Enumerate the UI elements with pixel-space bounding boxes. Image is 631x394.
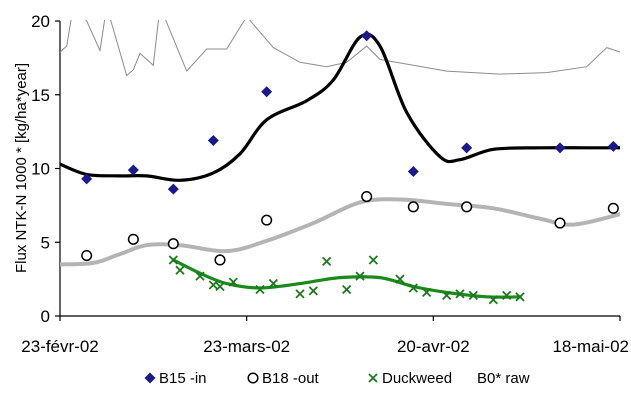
- trend-line: [60, 32, 620, 182]
- data-point: [554, 142, 566, 154]
- series-layer: [60, 20, 620, 305]
- x-tick-label: 20-avr-02: [397, 337, 470, 356]
- data-point: [408, 283, 418, 293]
- y-tick-label: 15: [31, 86, 50, 105]
- data-point: [295, 289, 305, 299]
- data-point: [207, 134, 219, 146]
- legend-label: B0* raw: [477, 370, 530, 387]
- data-point: [361, 30, 373, 42]
- data-point: [268, 278, 278, 289]
- legend-item: B18 -out: [247, 370, 320, 387]
- series-3: [60, 20, 620, 77]
- y-tick-label: 10: [31, 160, 50, 179]
- trend-line: [171, 258, 522, 299]
- series-4: [60, 32, 620, 182]
- data-point: [322, 256, 332, 267]
- series-5: [60, 197, 620, 267]
- data-point: [81, 173, 93, 185]
- data-point: [215, 281, 225, 292]
- series-0: [81, 30, 619, 195]
- legend-item: Duckweed: [368, 370, 452, 387]
- y-tick-label: 5: [41, 233, 50, 252]
- series-2: [168, 255, 525, 305]
- data-point: [488, 295, 498, 305]
- data-point: [127, 164, 139, 176]
- data-point: [502, 290, 512, 300]
- legend-item: B15 -in: [144, 370, 207, 387]
- data-point: [407, 165, 419, 177]
- trend-line: [60, 197, 620, 267]
- data-point: [214, 254, 226, 266]
- data-point: [355, 271, 365, 281]
- data-point: [515, 292, 525, 302]
- tick-labels: 0 5 10 15 20 23-févr-02 23-mars-02 20-avr-02 18-…: [21, 12, 629, 356]
- raw-line: [60, 20, 620, 77]
- data-point: [455, 289, 465, 299]
- series-1: [81, 190, 619, 266]
- legend-item: B0* raw: [462, 370, 530, 387]
- data-point: [81, 249, 93, 262]
- data-point: [554, 217, 566, 229]
- data-point: [422, 287, 432, 298]
- data-point: [127, 233, 139, 245]
- data-point: [461, 201, 473, 213]
- data-point: [228, 277, 238, 287]
- data-point: [395, 274, 405, 284]
- data-point: [261, 214, 273, 226]
- y-axis-title: Flux NTK-N 1000 * [kg/ha*year]: [13, 63, 30, 273]
- axes: [55, 20, 621, 321]
- data-point: [342, 284, 352, 295]
- data-point: [442, 290, 452, 300]
- data-point: [607, 202, 619, 214]
- data-point: [261, 86, 273, 98]
- data-point: [168, 255, 178, 265]
- data-point: [255, 284, 265, 295]
- data-point: [208, 280, 218, 290]
- y-tick-label: 0: [41, 307, 50, 326]
- data-point: [167, 238, 179, 250]
- data-point: [167, 183, 179, 195]
- series-6: [171, 258, 522, 299]
- x-tick-label: 18-mai-02: [552, 337, 629, 356]
- data-point: [175, 265, 185, 275]
- x-tick-label: 23-févr-02: [21, 337, 98, 356]
- legend-marker: [144, 372, 156, 384]
- data-point: [461, 142, 473, 154]
- legend: B15 -in B18 -out Duckweed B0* raw: [144, 370, 530, 387]
- legend-label: Duckweed: [382, 370, 452, 387]
- legend-label: B18 -out: [262, 370, 320, 387]
- x-tick-label: 23-mars-02: [203, 337, 290, 356]
- data-point: [607, 140, 619, 152]
- legend-marker: [247, 372, 259, 384]
- legend-marker: [368, 373, 378, 383]
- data-point: [195, 271, 205, 281]
- data-point: [468, 290, 478, 300]
- data-point: [308, 286, 318, 296]
- data-point: [407, 201, 419, 213]
- data-point: [368, 255, 378, 265]
- y-tick-label: 20: [31, 12, 50, 31]
- legend-label: B15 -in: [159, 370, 207, 387]
- data-point: [361, 190, 373, 203]
